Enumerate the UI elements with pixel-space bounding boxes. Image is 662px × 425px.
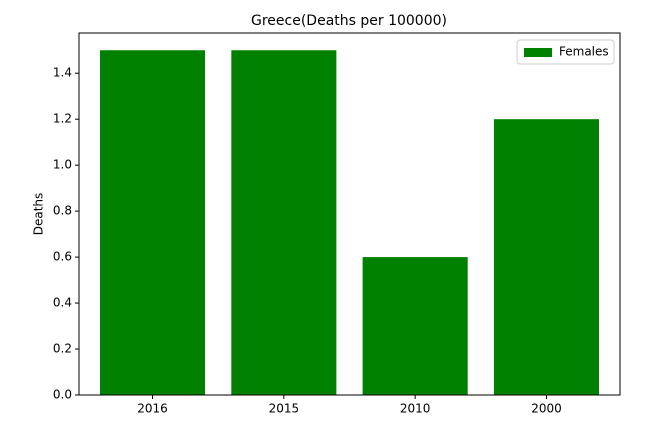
y-tick-label: 1.4	[53, 66, 72, 80]
bar	[231, 50, 337, 395]
y-tick-label: 0.6	[53, 250, 72, 264]
y-axis-label: Deaths	[32, 193, 46, 236]
legend-box	[516, 39, 615, 65]
x-tick-label: 2000	[531, 402, 562, 416]
plot-frame	[78, 32, 621, 396]
y-tick-label: 0.2	[53, 342, 72, 356]
bar	[362, 257, 468, 395]
y-tick-label: 1.0	[53, 158, 72, 172]
bar	[100, 50, 206, 395]
chart-title: Greece(Deaths per 100000)	[251, 13, 447, 29]
bar	[493, 119, 599, 395]
y-tick-label: 0.4	[53, 296, 72, 310]
legend-swatch	[524, 48, 552, 57]
y-tick-label: 0.8	[53, 204, 72, 218]
x-tick-label: 2016	[137, 402, 168, 416]
y-tick-label: 1.2	[53, 112, 72, 126]
y-tick-label: 0.0	[53, 388, 72, 402]
x-tick-label: 2015	[269, 402, 300, 416]
legend-label: Females	[559, 45, 609, 59]
x-tick-label: 2010	[400, 402, 431, 416]
